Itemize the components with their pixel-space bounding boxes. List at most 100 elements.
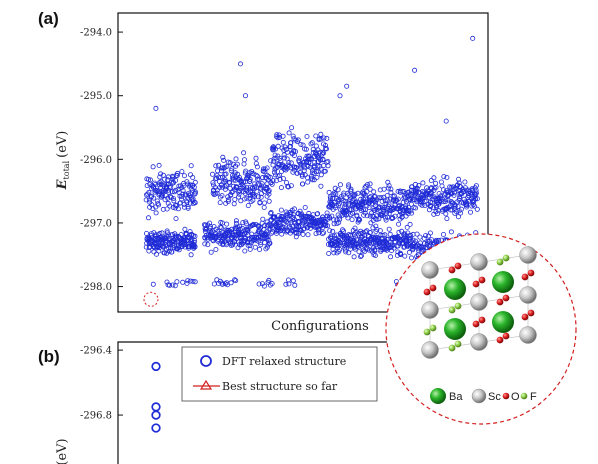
data-point xyxy=(264,244,270,250)
data-point xyxy=(347,246,353,252)
data-point xyxy=(318,172,324,178)
data-point xyxy=(407,221,413,227)
data-point xyxy=(291,206,297,212)
data-point xyxy=(442,199,448,205)
data-point xyxy=(174,172,180,178)
data-point xyxy=(445,197,451,203)
data-point xyxy=(279,162,285,168)
data-point xyxy=(164,279,170,285)
data-point xyxy=(460,188,466,194)
f-atom xyxy=(448,344,456,352)
data-point xyxy=(286,130,292,136)
data-point xyxy=(367,229,373,235)
o-atom xyxy=(478,276,486,284)
sc-atom xyxy=(421,261,439,279)
data-point xyxy=(379,204,385,210)
data-point xyxy=(348,188,354,194)
data-point xyxy=(176,247,182,253)
data-point xyxy=(173,202,179,208)
data-point xyxy=(429,200,435,206)
data-point xyxy=(425,233,431,239)
f-atom xyxy=(423,328,431,336)
data-point xyxy=(367,213,373,219)
data-point xyxy=(445,192,451,198)
data-point xyxy=(405,211,411,217)
data-point xyxy=(292,282,298,288)
data-point xyxy=(254,188,260,194)
data-point xyxy=(471,203,477,209)
data-point xyxy=(420,180,426,186)
data-point xyxy=(288,160,294,166)
data-point xyxy=(218,182,224,188)
data-point xyxy=(187,172,193,178)
data-point xyxy=(444,216,450,222)
data-point xyxy=(373,223,379,229)
data-point xyxy=(223,171,229,177)
data-point xyxy=(266,188,272,194)
data-point xyxy=(318,131,324,137)
data-point xyxy=(192,191,198,197)
data-point xyxy=(254,164,260,170)
data-point xyxy=(319,151,325,157)
data-point xyxy=(309,140,315,146)
sc-atom xyxy=(421,341,439,359)
data-point xyxy=(180,279,186,285)
data-point xyxy=(252,181,258,187)
data-point xyxy=(440,231,446,237)
data-point xyxy=(175,187,181,193)
data-point xyxy=(144,183,150,189)
data-point xyxy=(244,185,250,191)
data-point xyxy=(297,208,303,214)
data-point xyxy=(367,181,373,187)
legend-label-best: Best structure so far xyxy=(222,380,338,393)
data-point xyxy=(384,210,390,216)
data-point xyxy=(283,281,289,287)
data-point xyxy=(408,232,414,238)
data-point xyxy=(224,163,230,169)
data-point xyxy=(428,177,434,183)
data-point xyxy=(412,243,418,249)
data-point xyxy=(213,163,219,169)
data-point xyxy=(170,282,176,288)
data-point xyxy=(462,185,468,191)
data-point xyxy=(318,183,324,189)
data-point xyxy=(280,139,286,145)
data-point xyxy=(218,225,224,231)
data-point xyxy=(190,278,196,284)
data-point xyxy=(287,140,293,146)
f-atom xyxy=(429,324,437,332)
data-point xyxy=(336,219,342,225)
data-point xyxy=(331,217,337,223)
o-atom xyxy=(521,313,529,321)
data-point xyxy=(288,183,294,189)
data-point xyxy=(384,197,390,203)
data-point xyxy=(290,133,296,139)
data-point xyxy=(333,191,339,197)
panel-a-frame xyxy=(117,12,489,313)
data-point xyxy=(228,192,234,198)
data-point xyxy=(271,169,277,175)
data-point xyxy=(324,135,330,141)
data-point xyxy=(166,189,172,195)
o-atom-icon xyxy=(502,392,510,400)
data-point xyxy=(151,195,157,201)
data-point xyxy=(202,241,208,247)
y-tick-label: -296.4 xyxy=(80,346,112,357)
data-point xyxy=(387,231,393,237)
data-point xyxy=(247,246,253,252)
data-point xyxy=(298,141,304,147)
y-label-unit: (eV) xyxy=(55,131,70,158)
inset-legend: Ba Sc O F xyxy=(430,388,537,404)
data-point xyxy=(317,157,323,163)
data-point xyxy=(173,187,179,193)
data-point xyxy=(372,252,378,258)
sc-atom-icon xyxy=(471,388,487,404)
data-point xyxy=(326,250,332,256)
data-point xyxy=(235,239,241,245)
data-point xyxy=(170,195,176,201)
data-point xyxy=(261,200,267,206)
data-point xyxy=(168,184,174,190)
data-point xyxy=(281,155,287,161)
data-point xyxy=(412,191,418,197)
f-atom xyxy=(448,306,456,314)
